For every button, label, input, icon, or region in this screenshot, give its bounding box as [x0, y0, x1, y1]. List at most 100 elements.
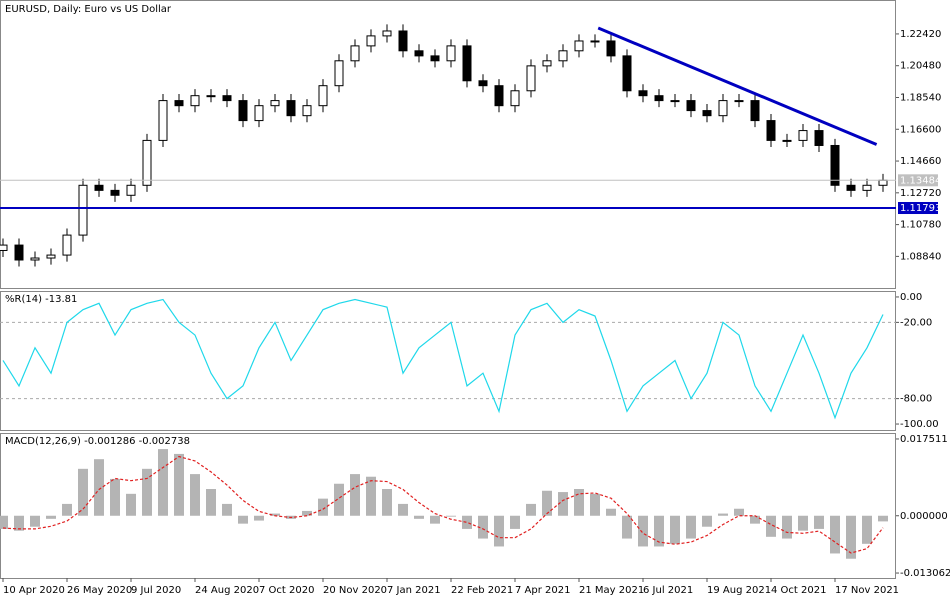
y-tick-label: 1.20480 [900, 61, 941, 72]
macd-bar [510, 515, 520, 529]
macd-bar [766, 515, 776, 537]
x-tick-label: 21 May 2021 [579, 585, 644, 596]
candle-body [430, 55, 440, 62]
macd-bar [254, 515, 264, 521]
y-tick-label: -0.013062 [900, 568, 950, 579]
x-tick-label: 7 Apr 2021 [515, 585, 570, 596]
candle-body [878, 179, 888, 186]
candle-body [78, 184, 88, 236]
candle-body [302, 105, 312, 117]
candle-body [622, 55, 632, 92]
macd-bar [782, 515, 792, 539]
y-tick-label: 0.000000 [900, 511, 948, 522]
x-tick-label: 20 Nov 2020 [323, 585, 387, 596]
candle-body [798, 130, 808, 141]
support-label: 1.11793 [900, 203, 941, 214]
candle-body [286, 100, 296, 117]
wpr-title: %R(14) -13.81 [5, 294, 77, 305]
macd-bar [430, 515, 440, 524]
candle-body [510, 90, 520, 107]
x-tick-label: 9 Jul 2020 [131, 585, 181, 596]
macd-bar [334, 483, 344, 516]
macd-bar [62, 503, 72, 516]
candle-body [414, 50, 424, 57]
y-tick-label: 1.10780 [900, 220, 941, 231]
y-tick-label: 1.12720 [900, 188, 941, 199]
candle-body [142, 139, 152, 186]
candle-body [350, 45, 360, 62]
candle-body [14, 244, 24, 261]
macd-bar [718, 513, 728, 516]
macd-bar [238, 515, 248, 524]
candle-body [270, 100, 280, 107]
candle-body [158, 100, 168, 141]
candle-body [862, 184, 872, 191]
macd-bar [622, 515, 632, 539]
candle-body [318, 85, 328, 107]
x-tick-label: 17 Nov 2021 [835, 585, 899, 596]
y-tick-label: 1.22420 [900, 29, 941, 40]
macd-panel [0, 433, 896, 579]
macd-bar [30, 515, 40, 527]
macd-bar [110, 478, 120, 516]
candle-body [734, 100, 744, 103]
wpr-line [2, 298, 884, 420]
macd-bar [302, 510, 312, 516]
candle-body [462, 45, 472, 82]
macd-bar [462, 515, 472, 529]
macd-bar [318, 498, 328, 516]
macd-bar [14, 515, 24, 531]
candle-body [606, 40, 616, 57]
support-box [898, 202, 938, 215]
candle-body [334, 60, 344, 87]
macd-bar [638, 515, 648, 547]
y-tick-label: 1.14660 [900, 156, 941, 167]
y-tick-label: 1.16600 [900, 124, 941, 135]
candle-body [718, 100, 728, 117]
candle-body [830, 144, 840, 186]
macd-bar [734, 508, 744, 516]
macd-bar [750, 515, 760, 524]
candle-body [30, 257, 40, 261]
x-tick-label: 7 Jan 2021 [387, 585, 441, 596]
macd-bar [542, 490, 552, 516]
macd-title: MACD(12,26,9) -0.001286 -0.002738 [5, 436, 190, 447]
candle-body [110, 189, 120, 196]
current-price-box [898, 174, 938, 187]
macd-bar [350, 474, 360, 516]
macd-bar [686, 515, 696, 539]
candle-body [574, 40, 584, 52]
x-tick-label: 22 Feb 2021 [451, 585, 513, 596]
y-tick-label: -20.00 [900, 317, 932, 328]
macd-bar [702, 515, 712, 527]
macd-bar [654, 515, 664, 547]
candle-body [126, 184, 136, 196]
candle-body [542, 60, 552, 67]
candle-body [654, 95, 664, 102]
candle-body [0, 244, 8, 251]
macd-bar [414, 515, 424, 519]
macd-bar [606, 508, 616, 516]
candle-body [398, 30, 408, 52]
macd-bar [494, 515, 504, 547]
macd-bar [558, 492, 568, 516]
candle-body [62, 234, 72, 256]
candle-body [670, 100, 680, 103]
x-tick-label: 7 Oct 2020 [259, 585, 314, 596]
macd-bar [478, 515, 488, 539]
candle-body [382, 30, 392, 37]
candle-body [686, 100, 696, 112]
signal-line [2, 455, 884, 554]
y-tick-label: 0.00 [900, 292, 922, 303]
macd-bar [798, 515, 808, 531]
macd-bar [878, 515, 888, 522]
trend-line [597, 26, 878, 146]
candle-body [174, 100, 184, 107]
candle-body [190, 95, 200, 107]
candle-body [558, 50, 568, 62]
macd-bar [222, 503, 232, 516]
macd-bar [46, 515, 56, 519]
macd-bar [174, 453, 184, 516]
candle-body [494, 85, 504, 107]
macd-bar [846, 515, 856, 559]
